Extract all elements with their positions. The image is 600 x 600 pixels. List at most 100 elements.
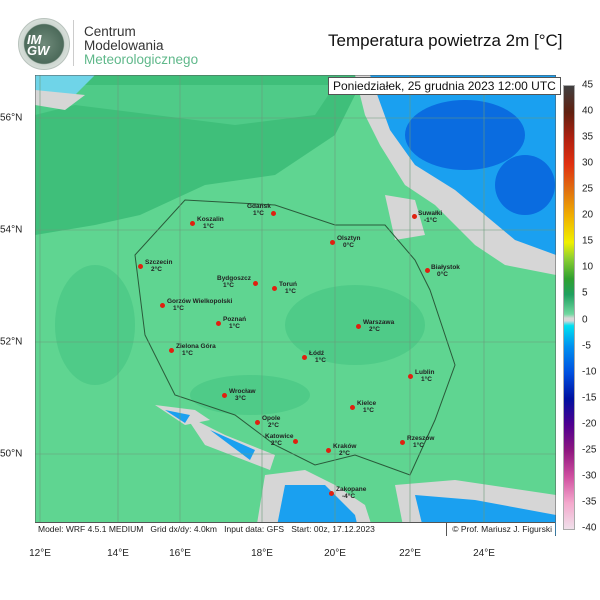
city-label: Koszalin 1°C — [197, 216, 224, 230]
city-temp: 1°C — [173, 305, 184, 312]
city-marker — [137, 263, 143, 269]
colorbar-tick: 35 — [582, 131, 594, 143]
city-marker — [215, 320, 221, 326]
org-line-1: Centrum — [84, 24, 136, 39]
lon-label: 24°E — [473, 548, 495, 559]
colorbar-tick: 10 — [582, 261, 594, 273]
city-label: Kraków 2°C — [333, 443, 356, 457]
city-name: Toruń — [279, 281, 297, 288]
city-temp: 3°C — [235, 395, 246, 402]
city-label: Łódź 1°C — [309, 350, 326, 364]
colorbar-tick: 25 — [582, 183, 594, 195]
city-temp: 2°C — [151, 266, 162, 273]
city-name: Olsztyn — [337, 235, 361, 242]
city-label: Warszawa 2°C — [363, 319, 394, 333]
city-label: Katowice 2°C — [265, 433, 294, 447]
city-name: Katowice — [265, 433, 294, 440]
city-marker — [159, 302, 165, 308]
lat-label: 52°N — [0, 336, 23, 348]
colorbar-tick: -40 — [582, 522, 597, 534]
logo-divider — [73, 20, 74, 66]
city-name: Lublin — [415, 369, 435, 376]
city-label: Rzeszów 1°C — [407, 435, 434, 449]
city-temp: 1°C — [315, 357, 326, 364]
city-marker — [328, 490, 334, 496]
city-label: Gdańsk 1°C — [247, 203, 271, 217]
colorbar-tick: -20 — [582, 418, 597, 430]
city-temp: 2°C — [271, 440, 282, 447]
lat-label: 54°N — [0, 224, 23, 236]
city-marker — [271, 285, 277, 291]
city-temp: 1°C — [182, 350, 193, 357]
city-name: Gorzów Wielkopolski — [167, 298, 233, 305]
city-name: Koszalin — [197, 216, 224, 223]
colorbar-tick: -35 — [582, 496, 597, 508]
city-name: Zakopane — [336, 486, 367, 493]
city-marker — [399, 439, 405, 445]
imgw-logo: IM GW — [18, 18, 70, 70]
city-label: Gorzów Wielkopolski 1°C — [167, 298, 232, 312]
city-temp: 2°C — [339, 450, 350, 457]
city-marker — [189, 220, 195, 226]
city-name: Kielce — [357, 400, 377, 407]
city-marker — [254, 419, 260, 425]
colorbar-tick: 5 — [582, 287, 588, 299]
city-name: Gdańsk — [247, 203, 271, 210]
city-name: Łódź — [309, 350, 325, 357]
lon-label: 14°E — [107, 548, 129, 559]
colorbar-tick: -30 — [582, 470, 597, 482]
org-line-3: Meteorologicznego — [84, 52, 199, 67]
lat-label: 56°N — [0, 112, 23, 124]
city-name: Warszawa — [363, 319, 395, 326]
city-temp: 1°C — [253, 210, 264, 217]
city-temp: 1°C — [421, 376, 432, 383]
city-label: Zielona Góra 1°C — [176, 343, 216, 357]
colorbar-tick: -10 — [582, 366, 597, 378]
city-label: Poznań 1°C — [223, 316, 246, 330]
org-line-2: Modelowania — [84, 38, 164, 53]
lon-label: 12°E — [29, 548, 51, 559]
city-marker — [329, 239, 335, 245]
colorbar-tick: 30 — [582, 157, 594, 169]
city-label: Olsztyn 0°C — [337, 235, 360, 249]
city-name: Kraków — [333, 443, 357, 450]
city-temp: 0°C — [437, 271, 448, 278]
city-name: Opole — [262, 415, 281, 422]
city-label: Zakopane -4°C — [336, 486, 366, 500]
colorbar-tick: 0 — [582, 314, 588, 326]
city-label: Szczecin 2°C — [145, 259, 172, 273]
city-temp: 2°C — [369, 326, 380, 333]
city-label: Kielce 1°C — [357, 400, 376, 414]
city-name: Białystok — [431, 264, 460, 271]
city-label: Bydgoszcz 1°C — [217, 275, 251, 289]
city-temp: 1°C — [413, 442, 424, 449]
city-temp: 1°C — [363, 407, 374, 414]
model-info: Model: WRF 4.5.1 MEDIUM Grid dx/dy: 4.0k… — [38, 524, 375, 534]
city-marker — [252, 280, 258, 286]
lon-label: 18°E — [251, 548, 273, 559]
city-temp: 1°C — [229, 323, 240, 330]
city-label: Lublin 1°C — [415, 369, 435, 383]
colorbar-tick: -5 — [582, 340, 591, 352]
colorbar-tick: 15 — [582, 235, 594, 247]
map-footer: Model: WRF 4.5.1 MEDIUM Grid dx/dy: 4.0k… — [35, 522, 555, 536]
city-marker — [325, 447, 331, 453]
city-name: Bydgoszcz — [217, 275, 251, 282]
city-marker — [301, 354, 307, 360]
city-label: Suwałki -1°C — [418, 210, 442, 224]
copyright: © Prof. Mariusz J. Figurski — [446, 523, 552, 536]
city-temp: 1°C — [203, 223, 214, 230]
colorbar-tick: -15 — [582, 392, 597, 404]
valid-time-label: Poniedziałek, 25 grudnia 2023 12:00 UTC — [328, 77, 561, 95]
logo-text: IM GW — [27, 32, 50, 58]
colorbar-tick: 45 — [582, 79, 594, 91]
city-temp: 0°C — [343, 242, 354, 249]
city-marker — [349, 404, 355, 410]
city-marker — [407, 373, 413, 379]
city-temp: -4°C — [342, 493, 356, 500]
colorbar-tick: 40 — [582, 105, 594, 117]
lat-label: 50°N — [0, 448, 23, 460]
city-name: Zielona Góra — [176, 343, 216, 350]
lon-label: 22°E — [399, 548, 421, 559]
city-name: Poznań — [223, 316, 247, 323]
